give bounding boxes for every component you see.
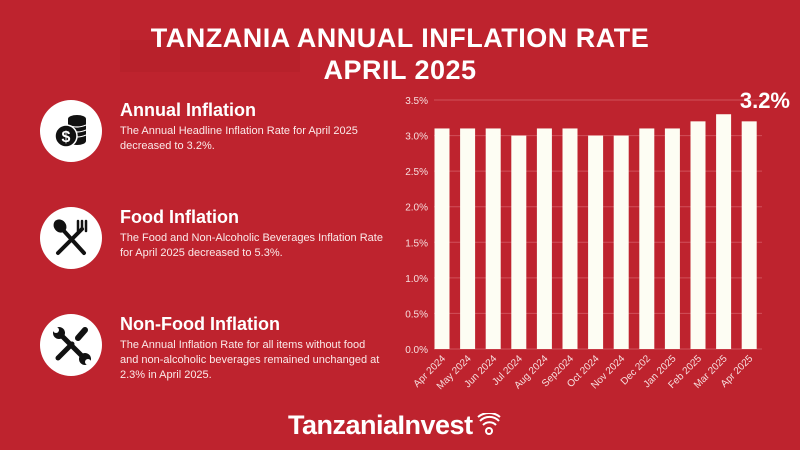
bar [460, 128, 476, 349]
bar [485, 128, 501, 349]
wrench-screwdriver-icon [40, 314, 102, 376]
bar [511, 135, 527, 349]
y-tick-label: 3.5% [405, 96, 428, 107]
spoon-fork-icon [40, 207, 102, 269]
section-heading: Non-Food Inflation [120, 314, 280, 334]
bar [716, 114, 732, 349]
y-tick-label: 1.5% [405, 238, 428, 249]
latest-value-annotation: 3.2% [740, 88, 790, 113]
y-tick-label: 3.0% [405, 132, 428, 143]
section-text: The Annual Headline Inflation Rate for A… [120, 125, 358, 152]
section-text: The Food and Non-Alcoholic Beverages Inf… [120, 232, 383, 259]
bar [536, 128, 552, 349]
bar [434, 128, 450, 349]
bar [562, 128, 578, 349]
y-tick-label: 2.0% [405, 203, 428, 214]
logo-text: TanzaniaInvest [288, 410, 473, 440]
section-heading: Food Inflation [120, 207, 239, 227]
y-tick-label: 2.5% [405, 167, 428, 178]
bar [613, 135, 629, 349]
tanzaniainvest-logo: TanzaniaInvest [288, 410, 501, 441]
page-title: TANZANIA ANNUAL INFLATION RATE APRIL 202… [0, 22, 800, 86]
bar [639, 128, 655, 349]
money-coins-icon: $ [40, 100, 102, 162]
svg-text:$: $ [62, 129, 71, 146]
signal-logo-icon [476, 412, 501, 435]
bar [690, 121, 706, 349]
decorative-shade [120, 40, 300, 72]
title-line-2: APRIL 2025 [323, 55, 477, 85]
y-tick-label: 0.0% [405, 345, 428, 356]
y-tick-label: 1.0% [405, 274, 428, 285]
section-text: The Annual Inflation Rate for all items … [120, 339, 380, 381]
section-heading: Annual Inflation [120, 100, 256, 120]
bar [588, 135, 604, 349]
bar [741, 121, 757, 349]
y-tick-label: 0.5% [405, 309, 428, 320]
bar [664, 128, 680, 349]
title-line-1: TANZANIA ANNUAL INFLATION RATE [150, 23, 650, 53]
